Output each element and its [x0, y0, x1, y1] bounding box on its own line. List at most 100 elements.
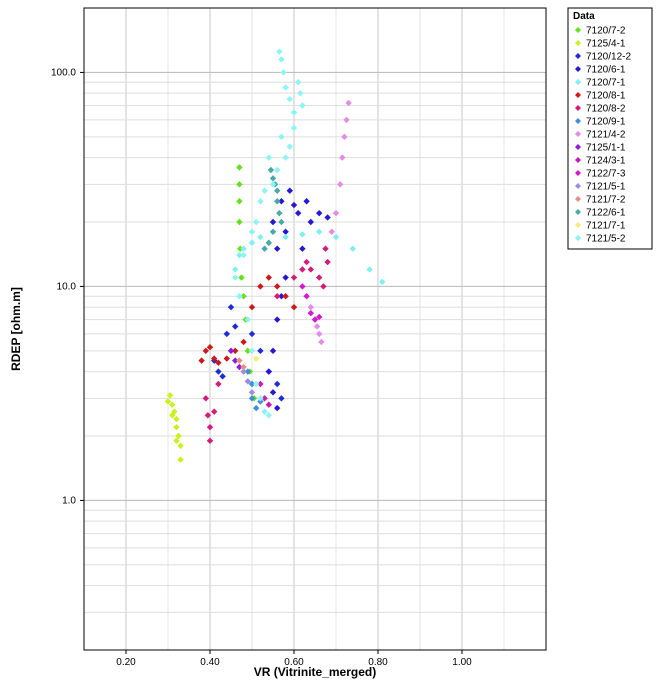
data-point: [244, 316, 251, 323]
data-point: [278, 395, 285, 402]
legend-entry-label[interactable]: 7120/9-1: [586, 117, 626, 128]
legend-entry-label[interactable]: 7120/7-2: [586, 26, 626, 37]
data-point: [232, 266, 239, 273]
data-point: [290, 201, 298, 209]
data-point: [299, 102, 306, 109]
data-point: [244, 347, 251, 355]
data-point: [237, 245, 244, 252]
data-point: [261, 395, 268, 402]
legend-entry-label[interactable]: 7120/12-2: [586, 52, 631, 63]
data-point: [164, 398, 172, 405]
data-point: [269, 389, 277, 396]
data-point: [236, 218, 243, 226]
data-point: [269, 181, 277, 188]
data-point: [274, 245, 281, 252]
data-point: [303, 198, 310, 205]
legend-entry-label[interactable]: 7125/4-1: [586, 39, 626, 50]
data-point: [206, 437, 214, 444]
data-point: [232, 274, 239, 281]
data-point: [257, 395, 264, 402]
data-point: [240, 368, 247, 375]
data-point: [297, 89, 304, 97]
data-point: [332, 209, 340, 217]
legend-marker: [575, 92, 581, 98]
data-point: [349, 245, 356, 252]
data-point: [173, 437, 180, 444]
legend-entry-label[interactable]: 7120/8-1: [586, 91, 626, 102]
data-point: [265, 154, 272, 161]
legend-entry-label[interactable]: 7121/4-2: [586, 130, 626, 141]
data-point: [227, 303, 235, 311]
data-point: [269, 175, 277, 182]
x-tick-label: 0.60: [284, 657, 304, 668]
x-tick-label: 0.80: [368, 657, 388, 668]
legend-entry-label[interactable]: 7122/7-3: [586, 169, 626, 180]
data-point: [236, 357, 243, 364]
data-point: [261, 187, 268, 194]
data-point: [303, 293, 310, 300]
legend-entry-label[interactable]: 7121/7-2: [586, 195, 626, 206]
data-point: [206, 423, 214, 431]
data-point: [341, 133, 348, 141]
data-point: [286, 187, 293, 194]
data-point: [204, 412, 212, 419]
data-point: [345, 99, 352, 107]
data-point: [278, 56, 285, 63]
legend[interactable]: Data 7120/7-2 7125/4-1 7120/12-2 7120/6-1 712…: [567, 7, 653, 250]
legend-title: Data: [573, 11, 595, 22]
legend-marker: [575, 209, 581, 215]
legend-entry-label[interactable]: 7122/6-1: [586, 208, 626, 219]
legend-entry-label[interactable]: 7120/8-2: [586, 104, 626, 115]
legend-entry-label[interactable]: 7121/7-1: [586, 221, 626, 232]
data-point: [169, 412, 176, 419]
data-point: [290, 303, 298, 311]
legend-entry-label[interactable]: 7124/3-1: [586, 156, 626, 167]
data-point: [316, 330, 323, 338]
legend-marker: [575, 222, 581, 228]
data-point: [240, 245, 247, 252]
data-point: [282, 228, 289, 235]
data-point: [257, 198, 264, 205]
legend-marker: [575, 40, 581, 46]
data-point: [240, 338, 247, 346]
data-point: [282, 154, 289, 161]
y-axis-title: RDEP [ohm.m]: [9, 287, 23, 371]
data-point: [248, 380, 256, 388]
data-point: [236, 363, 243, 371]
data-point: [307, 303, 314, 311]
legend-entry-label[interactable]: 7120/6-1: [586, 65, 626, 76]
data-point: [278, 133, 285, 141]
legend-marker: [575, 196, 581, 202]
data-point: [253, 404, 260, 412]
data-point: [337, 181, 344, 188]
data-point: [223, 355, 230, 362]
data-point: [236, 251, 243, 259]
y-tick-label: 100.0: [51, 67, 76, 78]
legend-entry-label[interactable]: 7120/7-1: [586, 78, 626, 89]
data-point: [366, 266, 373, 273]
legend-entry-label[interactable]: 7125/1-1: [586, 143, 626, 154]
x-tick-label: 0.20: [116, 657, 136, 668]
data-point: [248, 228, 256, 235]
data-point: [332, 233, 340, 241]
data-point: [269, 347, 277, 355]
data-point: [324, 214, 331, 221]
legend-entry-label[interactable]: 7121/5-1: [586, 182, 626, 193]
legend-marker: [575, 66, 581, 72]
data-point: [280, 69, 287, 76]
legend-entry-label[interactable]: 7121/5-2: [586, 234, 626, 245]
x-axis-title: VR (Vitrinite_merged): [254, 665, 376, 679]
data-point: [286, 95, 293, 103]
data-point: [248, 395, 256, 402]
data-point: [316, 274, 323, 281]
data-point: [177, 456, 184, 463]
data-point: [278, 218, 285, 226]
data-point: [215, 368, 222, 375]
data-point: [311, 316, 319, 323]
data-point: [290, 124, 298, 132]
data-point: [253, 218, 260, 226]
data-point: [316, 228, 323, 235]
data-point: [299, 231, 306, 238]
data-point: [324, 258, 331, 266]
